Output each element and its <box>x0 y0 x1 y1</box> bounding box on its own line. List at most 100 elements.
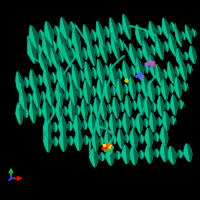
Polygon shape <box>86 61 95 87</box>
Polygon shape <box>119 61 129 84</box>
Polygon shape <box>130 126 168 150</box>
Polygon shape <box>163 18 174 39</box>
Polygon shape <box>143 40 154 63</box>
Polygon shape <box>192 28 197 37</box>
Polygon shape <box>163 126 168 146</box>
Polygon shape <box>138 114 146 134</box>
Polygon shape <box>109 97 117 119</box>
Polygon shape <box>172 116 176 125</box>
Polygon shape <box>63 43 75 67</box>
Point <box>135 74 138 78</box>
Polygon shape <box>45 67 54 91</box>
Polygon shape <box>141 128 150 148</box>
Polygon shape <box>173 94 181 115</box>
Polygon shape <box>44 117 48 139</box>
Polygon shape <box>159 111 167 131</box>
Polygon shape <box>44 130 90 152</box>
Polygon shape <box>178 48 187 66</box>
Polygon shape <box>27 28 81 64</box>
Polygon shape <box>133 130 142 150</box>
Polygon shape <box>43 84 52 107</box>
Polygon shape <box>92 129 130 152</box>
Point <box>144 63 148 67</box>
Polygon shape <box>59 43 71 67</box>
Polygon shape <box>125 112 133 133</box>
Point <box>136 73 140 77</box>
Polygon shape <box>168 144 192 164</box>
Polygon shape <box>31 69 41 93</box>
Polygon shape <box>130 43 141 67</box>
Polygon shape <box>127 95 135 117</box>
Polygon shape <box>76 41 87 69</box>
Polygon shape <box>152 112 160 132</box>
Polygon shape <box>62 17 74 41</box>
Point <box>145 61 149 65</box>
Polygon shape <box>148 128 157 148</box>
Point <box>107 148 110 152</box>
Polygon shape <box>112 32 123 60</box>
Polygon shape <box>135 18 177 46</box>
Polygon shape <box>83 24 91 50</box>
Polygon shape <box>84 113 93 135</box>
Polygon shape <box>44 35 55 60</box>
Polygon shape <box>56 78 104 108</box>
Polygon shape <box>96 115 100 136</box>
Polygon shape <box>136 114 140 134</box>
Polygon shape <box>71 130 79 151</box>
Polygon shape <box>59 66 66 92</box>
Polygon shape <box>47 117 56 139</box>
Polygon shape <box>48 84 57 107</box>
Polygon shape <box>106 65 111 76</box>
Polygon shape <box>71 100 78 122</box>
Polygon shape <box>92 113 96 135</box>
Polygon shape <box>119 112 127 134</box>
Polygon shape <box>157 37 167 60</box>
Polygon shape <box>120 129 127 149</box>
Polygon shape <box>156 126 165 146</box>
Polygon shape <box>55 116 63 138</box>
Polygon shape <box>176 48 181 66</box>
Polygon shape <box>165 33 176 57</box>
Polygon shape <box>84 38 94 66</box>
Polygon shape <box>20 88 25 111</box>
Point <box>107 147 111 150</box>
Polygon shape <box>172 22 177 32</box>
Point <box>151 60 155 64</box>
Polygon shape <box>59 65 65 88</box>
Polygon shape <box>53 32 64 57</box>
Polygon shape <box>131 77 139 99</box>
Polygon shape <box>96 97 100 119</box>
Polygon shape <box>130 143 168 165</box>
Polygon shape <box>93 59 103 85</box>
Polygon shape <box>154 96 162 117</box>
Polygon shape <box>176 77 185 98</box>
Polygon shape <box>180 100 184 109</box>
Polygon shape <box>55 131 64 152</box>
Polygon shape <box>124 61 134 84</box>
Polygon shape <box>62 116 70 138</box>
Polygon shape <box>75 32 125 69</box>
Polygon shape <box>145 55 155 79</box>
Polygon shape <box>38 35 49 60</box>
Polygon shape <box>136 111 176 134</box>
Polygon shape <box>107 130 115 150</box>
Polygon shape <box>121 95 130 117</box>
Polygon shape <box>52 105 56 115</box>
Polygon shape <box>29 86 38 109</box>
Polygon shape <box>188 64 193 74</box>
Polygon shape <box>158 18 169 39</box>
Polygon shape <box>32 101 40 123</box>
Point <box>137 75 141 79</box>
Polygon shape <box>176 46 196 66</box>
Polygon shape <box>152 37 163 60</box>
Polygon shape <box>114 97 123 119</box>
Polygon shape <box>15 65 65 95</box>
Polygon shape <box>47 131 56 152</box>
Polygon shape <box>167 94 175 116</box>
Polygon shape <box>165 111 173 131</box>
Polygon shape <box>39 100 47 122</box>
Point <box>102 143 105 147</box>
Polygon shape <box>44 113 96 139</box>
Polygon shape <box>126 134 130 143</box>
Polygon shape <box>139 94 144 115</box>
